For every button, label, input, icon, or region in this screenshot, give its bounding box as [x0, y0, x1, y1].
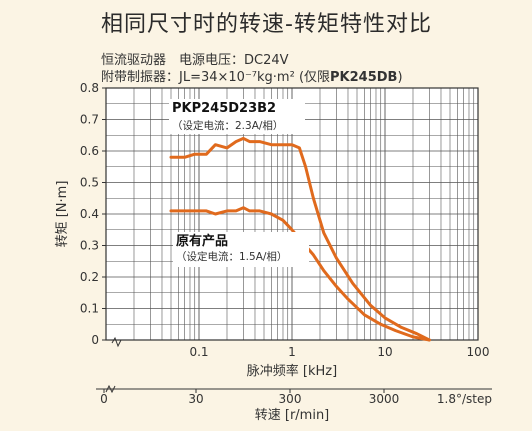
condition-line-2-model: PK245DB: [330, 70, 398, 85]
y-tick-label: 0.7: [80, 113, 99, 127]
condition-line-2-prefix: 附带制振器：JL=34×10⁻⁷kg·m² (仅限: [101, 70, 331, 85]
x-tick-label: 0.1: [189, 345, 208, 359]
series-label-bg: [173, 232, 309, 267]
series-name-2: 原有产品: [176, 233, 228, 249]
speed-tick-label: 3000: [369, 392, 400, 406]
series-note-1: （设定电流：2.3A/相）: [172, 119, 283, 132]
condition-line-1: 恒流驱动器 电源电压：DC24V: [101, 53, 289, 68]
y-tick-label: 0.4: [80, 207, 99, 221]
speed-tick-label: 300: [279, 392, 302, 406]
y-tick-label: 0: [91, 333, 99, 347]
y-tick-label: 0.6: [80, 144, 99, 158]
y-tick-label: 0.5: [80, 176, 99, 190]
y-tick-label: 0.8: [80, 81, 99, 95]
y-tick-label: 0.3: [80, 239, 99, 253]
condition-line-2-suffix: ): [397, 70, 403, 85]
x-tick-label: 10: [377, 345, 392, 359]
speed-tick-label: 30: [188, 392, 203, 406]
series-note-2: （设定电流：1.5A/相）: [176, 250, 287, 263]
series-line-1: [169, 136, 431, 342]
speed-tick-label: 0: [100, 392, 108, 406]
x-axis-label: 脉冲频率 [kHz]: [247, 363, 337, 379]
series-line-2: [169, 206, 431, 342]
axis-break-mark: [111, 336, 122, 348]
series-label-bg: [169, 99, 305, 134]
y-tick-label: 0.1: [80, 302, 99, 316]
speed-axis-label: 转速 [r/min]: [255, 408, 330, 423]
series-name-1: PKP245D23B2: [172, 101, 276, 116]
condition-line-2: 附带制振器：JL=34×10⁻⁷kg·m² (仅限PK245DB): [101, 66, 403, 85]
y-tick-label: 0.2: [80, 270, 99, 284]
x-tick-label: 1: [288, 345, 296, 359]
y-axis-label: 转矩 [N·m]: [55, 181, 70, 248]
page-title: 相同尺寸时的转速-转矩特性对比: [101, 12, 432, 37]
x-tick-label: 100: [467, 345, 490, 359]
speed-axis-break-mark: [105, 384, 116, 394]
speed-axis-end-label: 1.8°/step: [437, 392, 492, 406]
